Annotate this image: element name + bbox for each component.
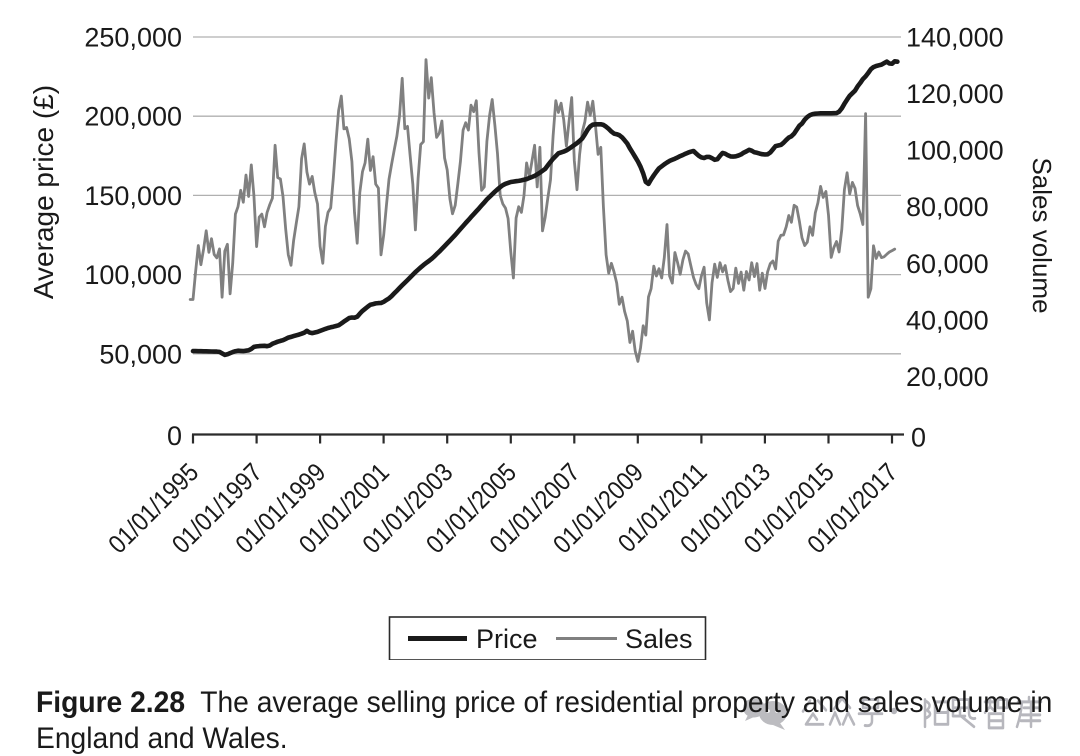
svg-text:60,000: 60,000 (906, 249, 989, 279)
svg-text:20,000: 20,000 (906, 362, 989, 392)
svg-text:200,000: 200,000 (84, 102, 182, 132)
svg-text:250,000: 250,000 (84, 23, 182, 53)
svg-text:120,000: 120,000 (906, 79, 1004, 109)
svg-text:Sales volume: Sales volume (1027, 157, 1057, 313)
svg-text:100,000: 100,000 (906, 136, 1004, 166)
svg-text:40,000: 40,000 (906, 305, 989, 335)
svg-text:0: 0 (911, 423, 926, 453)
svg-text:0: 0 (167, 421, 182, 451)
svg-text:50,000: 50,000 (99, 339, 182, 369)
svg-text:Price: Price (476, 624, 538, 654)
svg-text:140,000: 140,000 (906, 23, 1004, 53)
svg-text:Sales: Sales (625, 624, 693, 654)
svg-text:80,000: 80,000 (906, 192, 989, 222)
svg-text:Average price (£): Average price (£) (28, 85, 59, 299)
svg-text:150,000: 150,000 (84, 181, 182, 211)
svg-text:100,000: 100,000 (84, 260, 182, 290)
